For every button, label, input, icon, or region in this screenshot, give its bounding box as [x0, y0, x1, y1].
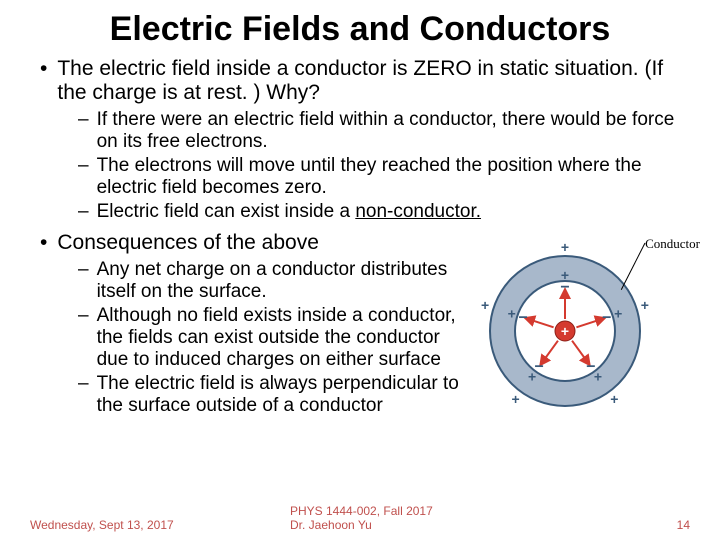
- sub-1c: – Electric field can exist inside a non-…: [78, 201, 690, 223]
- svg-text:−: −: [518, 309, 527, 326]
- bullet-2-text: Consequences of the above: [57, 231, 319, 255]
- svg-text:+: +: [641, 297, 649, 313]
- sub-2b-text: Although no field exists inside a conduc…: [97, 305, 465, 371]
- bullet-dot: •: [40, 231, 47, 255]
- footer-course: PHYS 1444-002, Fall 2017 Dr. Jaehoon Yu: [290, 504, 433, 532]
- page-title: Electric Fields and Conductors: [30, 10, 690, 49]
- svg-text:−: −: [602, 309, 611, 326]
- bullet-dash: –: [78, 155, 89, 199]
- footer-page: 14: [677, 518, 690, 532]
- svg-text:+: +: [481, 297, 489, 313]
- sub-1b: – The electrons will move until they rea…: [78, 155, 690, 199]
- sub-1b-text: The electrons will move until they reach…: [97, 155, 690, 199]
- bullet-1-text: The electric field inside a conductor is…: [57, 57, 690, 105]
- sub-1a: – If there were an electric field within…: [78, 109, 690, 153]
- svg-text:+: +: [561, 267, 569, 283]
- sub-1c-text: Electric field can exist inside a non-co…: [97, 201, 481, 223]
- sub-2a-text: Any net charge on a conductor distribute…: [97, 259, 465, 303]
- bullet-dash: –: [78, 109, 89, 153]
- bullet-1: • The electric field inside a conductor …: [40, 57, 690, 105]
- conductor-svg: −++−++−++−++−+++: [465, 231, 665, 431]
- svg-text:+: +: [614, 306, 622, 322]
- svg-text:+: +: [512, 391, 520, 407]
- bullet-dash: –: [78, 305, 89, 371]
- sub-2c: – The electric field is always perpendic…: [78, 373, 465, 417]
- bullet-2: • Consequences of the above: [40, 231, 465, 255]
- conductor-label: Conductor: [645, 236, 700, 252]
- svg-text:+: +: [594, 368, 602, 384]
- bullet-dash: –: [78, 201, 89, 223]
- svg-text:+: +: [528, 368, 536, 384]
- svg-text:+: +: [561, 323, 569, 339]
- conductor-diagram: Conductor −++−++−++−++−+++: [465, 231, 690, 436]
- sub-2a: – Any net charge on a conductor distribu…: [78, 259, 465, 303]
- sub-1a-text: If there were an electric field within a…: [97, 109, 690, 153]
- sub-2c-text: The electric field is always perpendicul…: [97, 373, 465, 417]
- bullet-dash: –: [78, 373, 89, 417]
- svg-text:+: +: [508, 306, 516, 322]
- bullet-dash: –: [78, 259, 89, 303]
- svg-text:+: +: [610, 391, 618, 407]
- bullet-dot: •: [40, 57, 47, 105]
- footer-date: Wednesday, Sept 13, 2017: [30, 518, 174, 532]
- sub-2b: – Although no field exists inside a cond…: [78, 305, 465, 371]
- svg-text:+: +: [561, 239, 569, 255]
